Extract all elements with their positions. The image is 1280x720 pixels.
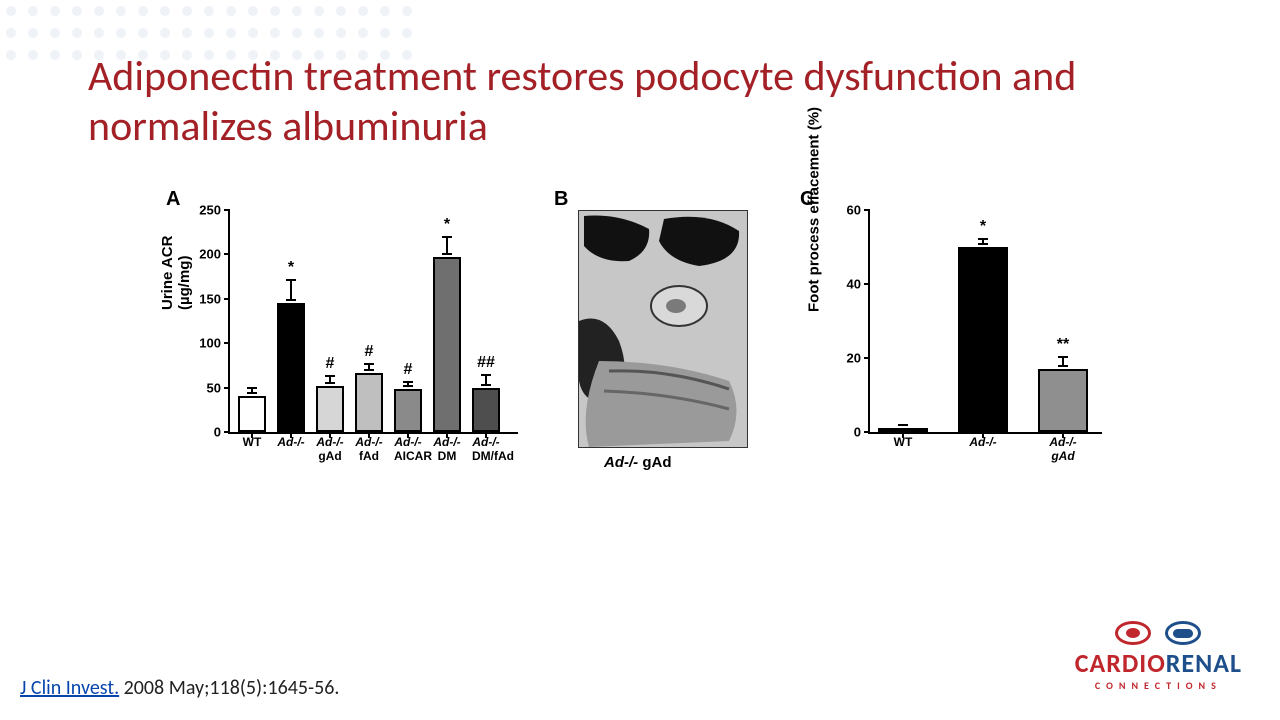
y-tick-label: 100 <box>199 336 221 351</box>
bar: * <box>277 303 305 432</box>
bar: * <box>433 257 461 432</box>
heart-icon <box>1115 621 1151 645</box>
y-tick-label: 40 <box>847 277 861 292</box>
bar: # <box>316 386 344 432</box>
panel-c: C Foot process effacement (%) 0204060***… <box>800 192 1110 492</box>
significance-annotation: # <box>365 343 374 361</box>
panel-a-ylabel-l1: Urine ACR <box>159 236 176 310</box>
citation-link[interactable]: J Clin Invest. <box>20 676 119 700</box>
y-tick-label: 150 <box>199 291 221 306</box>
y-tick-label: 250 <box>199 203 221 218</box>
error-bar <box>982 238 984 245</box>
logo-subtext: CONNECTIONS <box>1075 679 1242 692</box>
citation: J Clin Invest. 2008 May;118(5):1645-56. <box>20 676 339 700</box>
y-tick-label: 60 <box>847 203 861 218</box>
y-tick-label: 200 <box>199 247 221 262</box>
citation-rest: 2008 May;118(5):1645-56. <box>119 676 339 700</box>
logo-renal: RENAL <box>1166 647 1242 679</box>
bar <box>238 396 266 432</box>
panel-a-plot: 050100150200250*###*##WTAd-/-Ad-/-gAdAd-… <box>228 210 518 434</box>
bar: # <box>355 373 383 432</box>
panel-a-label: A <box>166 188 180 211</box>
logo-text: CARDIORENAL <box>1075 647 1242 679</box>
error-bar <box>329 375 331 384</box>
panel-a: A Urine ACR(µg/mg) 050100150200250*###*#… <box>166 192 526 492</box>
slide-title: Adiponectin treatment restores podocyte … <box>88 52 1088 151</box>
significance-annotation: * <box>288 259 294 277</box>
panel-c-chart: 0204060***WTAd-/-Ad-/- gAd <box>868 210 1102 434</box>
bar: ## <box>472 388 500 432</box>
bar: # <box>394 389 422 432</box>
panel-c-plot: 0204060***WTAd-/-Ad-/- gAd <box>868 210 1102 434</box>
kidney-icon <box>1165 621 1201 645</box>
error-bar <box>251 387 253 394</box>
panel-b-label: B <box>554 188 568 211</box>
significance-annotation: # <box>326 355 335 373</box>
logo-cardio: CARDIO <box>1075 647 1166 679</box>
cardiorenal-logo: CARDIORENAL CONNECTIONS <box>1075 621 1242 692</box>
significance-annotation: # <box>404 361 413 379</box>
significance-annotation: ## <box>477 354 495 372</box>
significance-annotation: * <box>444 216 450 234</box>
error-bar <box>902 424 904 426</box>
y-tick-label: 20 <box>847 351 861 366</box>
error-bar <box>290 279 292 301</box>
panel-a-chart: 050100150200250*###*##WTAd-/-Ad-/-gAdAd-… <box>228 210 518 434</box>
bar: ** <box>1038 369 1088 432</box>
error-bar <box>485 374 487 386</box>
error-bar <box>1062 356 1064 367</box>
error-bar <box>446 236 448 256</box>
error-bar <box>407 381 409 387</box>
logo-icons <box>1075 621 1242 645</box>
y-tick-label: 50 <box>207 380 221 395</box>
micrograph-svg <box>579 211 748 448</box>
panel-b-sublabel: Ad-/- gAd <box>604 454 672 471</box>
significance-annotation: ** <box>1057 336 1069 354</box>
panel-a-ylabel-l2: (µg/mg) <box>176 256 193 310</box>
y-tick-label: 0 <box>214 425 221 440</box>
panel-b: B Ad-/- gAd <box>554 192 772 492</box>
significance-annotation: * <box>980 218 986 236</box>
y-tick-label: 0 <box>854 425 861 440</box>
bar: * <box>958 247 1008 432</box>
error-bar <box>368 363 370 371</box>
figure-container: A Urine ACR(µg/mg) 050100150200250*###*#… <box>166 192 1114 532</box>
electron-micrograph-image <box>578 210 748 448</box>
